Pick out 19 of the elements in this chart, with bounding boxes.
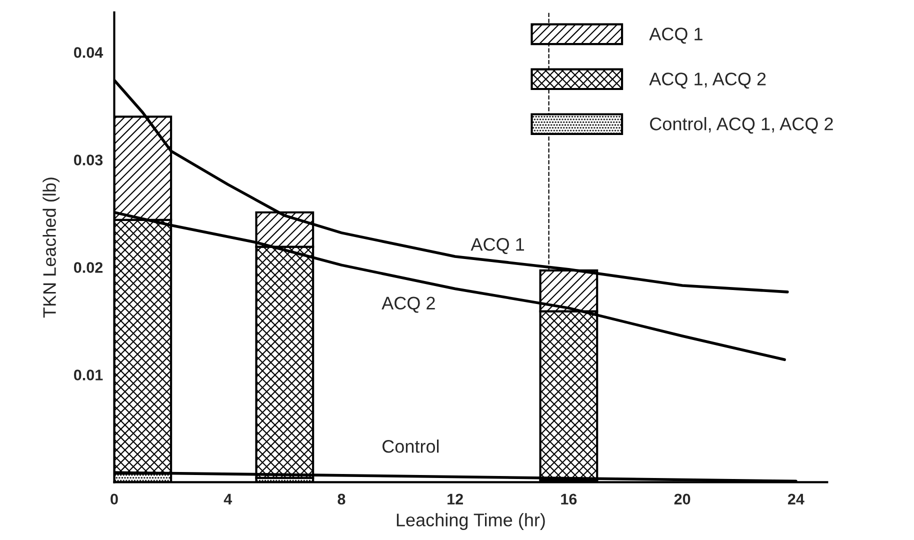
y-tick-label: 0.03	[74, 154, 103, 166]
annotation: ACQ 1	[470, 238, 524, 254]
y-tick-label: 0.02	[74, 262, 103, 273]
x-tick-label: 0	[110, 494, 118, 505]
x-tick-label: 20	[674, 494, 690, 505]
annotation: Control	[382, 440, 439, 453]
legend-label: ACQ 1	[649, 28, 702, 44]
x-tick-label: 24	[788, 494, 804, 504]
y-tick-label: 0.04	[74, 47, 104, 58]
x-axis-title: Leaching Time (hr)	[396, 513, 545, 530]
x-tick-label: 4	[224, 494, 232, 504]
y-tick-label: 0.01	[74, 370, 103, 380]
annotation: ACQ 2	[382, 296, 435, 313]
y-axis-title: TKN Leached (lb)	[42, 178, 60, 318]
x-tick-label: 8	[338, 494, 346, 505]
x-tick-label: 16	[561, 494, 577, 505]
legend-label: Control, ACQ 1, ACQ 2	[650, 117, 833, 134]
x-tick-label: 12	[448, 494, 463, 504]
legend-label: ACQ 1, ACQ 2	[649, 72, 766, 89]
